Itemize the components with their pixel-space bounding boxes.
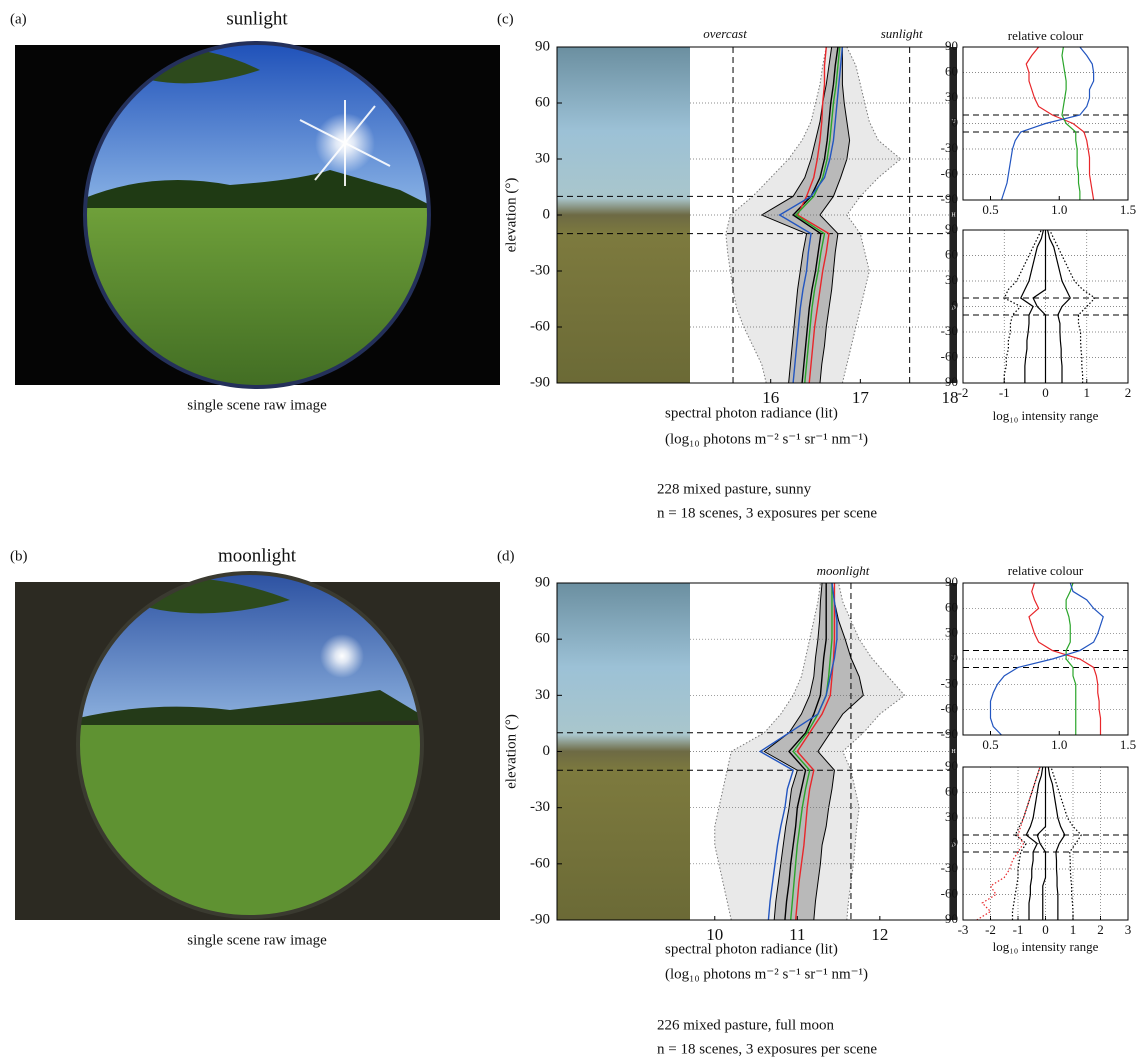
y-axis-label: elevation (°): [503, 178, 519, 253]
x-tick-label: 1.5: [1120, 737, 1136, 752]
y-tick-label: -30: [530, 262, 550, 278]
y-tick-label: 0: [952, 834, 959, 849]
y-tick-label: -60: [941, 165, 958, 180]
x-tick-label: -2: [985, 922, 996, 937]
x-axis-label: log₁₀ intensity range: [993, 408, 1099, 423]
y-tick-label: 60: [945, 783, 958, 798]
scene-image-strip: [557, 583, 690, 920]
photo-title: sunlight: [226, 8, 288, 29]
x-tick-label: 1: [1070, 922, 1077, 937]
y-axis-label: elevation (°): [503, 714, 519, 789]
x-tick-label: 1.0: [1051, 737, 1067, 752]
y-tick-label: 30: [945, 809, 958, 824]
chart-caption: 226 mixed pasture, full moon: [657, 1017, 835, 1033]
y-tick-label: -30: [941, 323, 958, 338]
y-tick-label: -60: [530, 855, 550, 871]
y-tick-label: 90: [945, 574, 958, 589]
y-tick-label: 60: [945, 599, 958, 614]
y-tick-label: -30: [941, 140, 958, 155]
x-tick-label: 0.5: [982, 202, 998, 217]
panel-label: (b): [10, 548, 28, 564]
x-tick-label: 17: [852, 388, 870, 407]
x-tick-label: -1: [1013, 922, 1024, 937]
y-tick-label: -90: [941, 374, 958, 389]
y-tick-label: -60: [941, 701, 958, 716]
photo-moonlight: [15, 570, 500, 925]
y-tick-label: 0: [543, 743, 551, 759]
photo-caption: single scene raw image: [187, 397, 327, 413]
y-tick-label: -90: [530, 911, 550, 927]
y-tick-label: -90: [941, 191, 958, 206]
y-tick-label: 90: [535, 38, 550, 54]
x-tick-label: 1.0: [1051, 202, 1067, 217]
y-tick-label: 60: [945, 246, 958, 261]
x-tick-label: 1.5: [1120, 202, 1136, 217]
y-tick-label: 30: [945, 272, 958, 287]
scene-image-strip: [557, 47, 690, 383]
reference-label: sunlight: [881, 26, 923, 41]
x-tick-label: 2: [1097, 922, 1104, 937]
x-tick-label: 16: [762, 388, 779, 407]
zone-label: H: [951, 749, 956, 755]
x-tick-label: 0.5: [982, 737, 998, 752]
y-tick-label: -30: [941, 675, 958, 690]
y-tick-label: 30: [945, 625, 958, 640]
x-tick-label: 12: [871, 925, 888, 944]
y-tick-label: 90: [535, 574, 550, 590]
figure: (a) sunlight single scene raw image (b) …: [0, 0, 1136, 1061]
photo-caption: single scene raw image: [187, 932, 327, 948]
page: {"photos": [ {"label": "(a)", "title": "…: [0, 0, 1136, 1061]
x-tick-label: 3: [1125, 922, 1132, 937]
chart-title: relative colour: [1008, 563, 1084, 578]
x-axis-units: (log₁₀ photons m⁻² s⁻¹ sr⁻¹ nm⁻¹): [665, 431, 868, 447]
y-tick-label: -30: [530, 799, 550, 815]
x-axis-label: log₁₀ intensity range: [993, 939, 1099, 954]
y-tick-label: 90: [945, 758, 958, 773]
panel-label: (a): [10, 11, 27, 27]
chart-caption: 228 mixed pasture, sunny: [657, 481, 812, 497]
y-tick-label: -60: [941, 348, 958, 363]
x-tick-label: -2: [958, 385, 969, 400]
x-axis-label: spectral photon radiance (lit): [665, 941, 838, 957]
x-tick-label: 1: [1084, 385, 1091, 400]
x-tick-label: 2: [1125, 385, 1132, 400]
photo-title: moonlight: [218, 545, 297, 566]
y-tick-label: 30: [945, 89, 958, 104]
y-tick-label: 30: [535, 150, 550, 166]
y-tick-label: -90: [530, 374, 550, 390]
reference-label: overcast: [703, 26, 747, 41]
y-tick-label: 60: [535, 94, 550, 110]
chart-title: relative colour: [1008, 28, 1084, 43]
chart-caption: n = 18 scenes, 3 exposures per scene: [657, 1041, 877, 1057]
panel-label: (d): [497, 548, 515, 564]
y-tick-label: 90: [945, 38, 958, 53]
zone-label: H: [951, 212, 956, 218]
y-tick-label: 0: [952, 650, 959, 665]
y-tick-label: -90: [941, 911, 958, 926]
x-axis-label: spectral photon radiance (lit): [665, 405, 838, 421]
y-tick-label: 60: [535, 631, 550, 647]
x-tick-label: -1: [999, 385, 1010, 400]
y-tick-label: 90: [945, 221, 958, 236]
y-tick-label: -60: [941, 885, 958, 900]
y-tick-label: 0: [952, 114, 959, 129]
panel-label: (c): [497, 11, 514, 27]
x-tick-label: 18: [942, 388, 959, 407]
chart-caption: n = 18 scenes, 3 exposures per scene: [657, 505, 877, 521]
reference-label: moonlight: [817, 563, 870, 578]
y-tick-label: -90: [941, 726, 958, 741]
y-tick-label: 0: [543, 206, 551, 222]
photo-sunlight: [15, 40, 500, 398]
x-tick-label: 0: [1042, 922, 1049, 937]
x-tick-label: -3: [958, 922, 969, 937]
y-tick-label: -60: [530, 318, 550, 334]
x-tick-label: 0: [1042, 385, 1049, 400]
x-axis-units: (log₁₀ photons m⁻² s⁻¹ sr⁻¹ nm⁻¹): [665, 966, 868, 982]
y-tick-label: 60: [945, 63, 958, 78]
y-tick-label: 30: [535, 687, 550, 703]
y-tick-label: -30: [941, 860, 958, 875]
y-tick-label: 0: [952, 297, 959, 312]
